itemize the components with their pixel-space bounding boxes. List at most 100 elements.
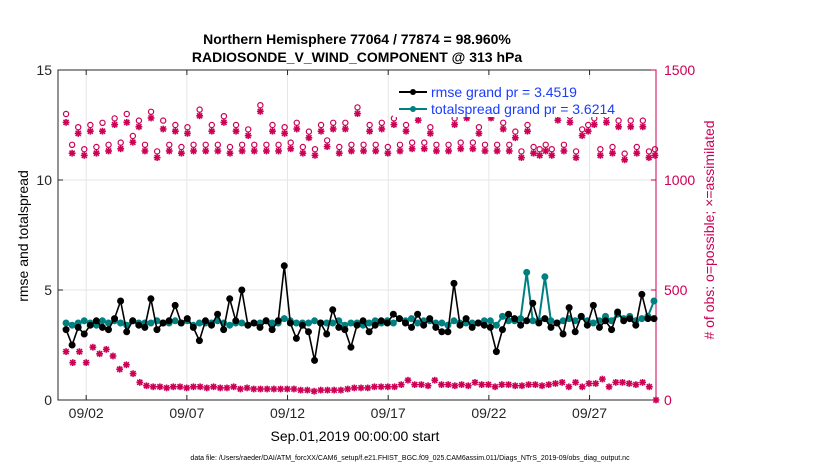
obs-assimilated-marker	[99, 127, 106, 135]
obs-possible-marker	[323, 137, 331, 144]
obs-possible-marker	[196, 106, 203, 113]
obs-secondary-marker	[565, 383, 573, 391]
rmse-marker	[262, 317, 270, 325]
obs-possible-marker	[202, 141, 209, 148]
obs-secondary-marker	[619, 379, 626, 386]
obs-possible-marker	[615, 117, 622, 124]
rmse-marker	[426, 315, 434, 323]
rmse-marker	[153, 326, 161, 334]
rmse-marker	[268, 326, 276, 334]
legend-spread-label: totalspread grand pr = 3.6214	[431, 101, 615, 117]
obs-assimilated-marker	[609, 149, 616, 157]
obs-assimilated-marker	[536, 152, 544, 159]
obs-assimilated-marker	[202, 147, 210, 155]
rmse-marker	[214, 310, 222, 318]
rmse-marker	[517, 321, 525, 329]
obs-secondary-marker	[203, 384, 211, 392]
obs-assimilated-marker	[627, 123, 635, 131]
rmse-marker	[420, 321, 428, 329]
obs-assimilated-marker	[402, 127, 410, 135]
obs-possible-marker	[287, 139, 294, 146]
obs-possible-marker	[524, 121, 531, 129]
obs-secondary-marker	[498, 381, 506, 388]
rmse-marker	[608, 326, 616, 334]
rmse-marker	[468, 323, 476, 331]
y-axis-left-label: rmse and totalspread	[15, 170, 31, 302]
obs-possible-marker	[305, 128, 313, 135]
spread-marker	[389, 319, 397, 327]
obs-secondary-marker	[478, 381, 486, 388]
rmse-marker	[541, 315, 549, 323]
obs-possible-marker	[481, 141, 489, 148]
obs-assimilated-marker	[372, 147, 380, 155]
spread-marker	[195, 319, 203, 327]
obs-assimilated-marker	[256, 108, 264, 115]
y-axis-right-label: # of obs: o=possible; ×=assimilated	[701, 120, 717, 339]
obs-secondary-marker	[129, 370, 137, 377]
obs-assimilated-marker	[530, 149, 537, 157]
rmse-marker	[523, 317, 531, 325]
obs-assimilated-marker	[147, 114, 155, 122]
obs-possible-marker	[159, 117, 167, 124]
obs-assimilated-marker	[232, 127, 240, 135]
obs-secondary-marker	[183, 384, 191, 392]
spread-marker	[226, 321, 234, 329]
x-tick-label: 09/27	[572, 405, 607, 421]
obs-assimilated-marker	[366, 127, 374, 135]
obs-assimilated-marker	[554, 116, 562, 124]
spread-marker	[438, 319, 446, 327]
obs-secondary-marker	[531, 381, 539, 388]
obs-secondary-marker	[377, 383, 385, 391]
obs-secondary-marker	[297, 386, 305, 394]
obs-secondary-marker	[458, 381, 465, 388]
obs-assimilated-marker	[426, 130, 434, 137]
obs-secondary-marker	[109, 352, 117, 360]
rmse-marker	[195, 337, 203, 345]
obs-assimilated-marker	[408, 145, 416, 153]
obs-possible-marker	[281, 123, 288, 131]
obs-assimilated-marker	[281, 130, 289, 137]
rmse-marker	[535, 319, 543, 327]
obs-secondary-marker	[263, 385, 271, 393]
obs-assimilated-marker	[68, 149, 76, 157]
spread-marker	[365, 319, 373, 327]
rmse-marker	[383, 319, 391, 327]
obs-secondary-marker	[76, 348, 83, 355]
obs-secondary-marker	[572, 379, 579, 386]
obs-assimilated-marker	[384, 149, 392, 157]
obs-possible-marker	[469, 139, 477, 146]
rmse-marker	[365, 328, 373, 336]
obs-assimilated-marker	[499, 125, 507, 133]
obs-secondary-marker	[143, 382, 150, 390]
obs-secondary-marker	[69, 359, 77, 366]
rmse-marker	[450, 279, 458, 287]
rmse-marker	[353, 321, 361, 329]
obs-possible-marker	[178, 143, 185, 151]
obs-possible-marker	[147, 108, 155, 116]
obs-secondary-marker	[391, 383, 398, 391]
legend-rmse-label: rmse grand pr = 3.4519	[431, 84, 577, 100]
rmse-marker	[438, 328, 446, 336]
obs-possible-marker	[457, 139, 464, 146]
legend: rmse grand pr = 3.4519 totalspread grand…	[393, 79, 645, 117]
obs-secondary-marker	[518, 382, 526, 390]
obs-assimilated-marker	[214, 147, 222, 155]
spread-marker	[98, 317, 106, 325]
obs-possible-marker	[111, 115, 118, 122]
obs-assimilated-marker	[93, 149, 100, 157]
obs-secondary-marker	[639, 379, 646, 386]
obs-secondary-marker	[169, 383, 177, 391]
rmse-marker	[244, 321, 252, 329]
rmse-line	[65, 265, 654, 361]
obs-possible-marker	[366, 121, 373, 129]
rmse-marker	[505, 310, 513, 318]
obs-possible-marker	[208, 121, 215, 129]
obs-possible-marker	[360, 141, 367, 148]
spread-marker	[62, 319, 70, 327]
obs-assimilated-marker	[299, 149, 307, 157]
rmse-marker	[341, 326, 349, 334]
obs-secondary-marker	[471, 379, 479, 386]
rmse-marker	[129, 317, 137, 325]
obs-possible-marker	[585, 121, 592, 129]
obs-secondary-marker	[96, 350, 103, 358]
